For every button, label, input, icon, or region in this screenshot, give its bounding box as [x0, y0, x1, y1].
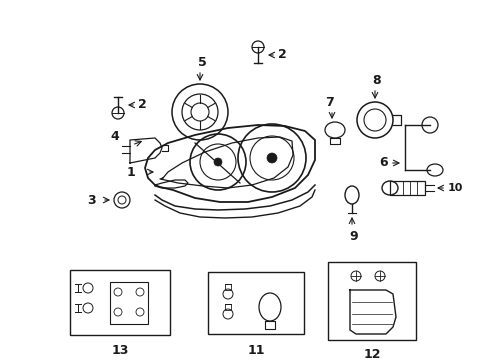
Text: 9: 9 [349, 230, 358, 243]
Text: 3: 3 [87, 194, 96, 207]
Circle shape [266, 153, 276, 163]
Text: 7: 7 [325, 95, 334, 108]
Text: 12: 12 [363, 347, 380, 360]
Bar [70, 270, 170, 335]
Circle shape [214, 158, 222, 166]
Text: 2: 2 [278, 49, 286, 62]
Text: 6: 6 [379, 157, 387, 170]
Text: 1: 1 [126, 166, 135, 179]
Bar [207, 272, 304, 334]
Text: 2: 2 [138, 99, 146, 112]
Text: 13: 13 [111, 343, 128, 356]
Text: 11: 11 [247, 343, 264, 356]
Text: 5: 5 [197, 55, 206, 68]
Bar [389, 181, 424, 195]
Bar [110, 282, 148, 324]
Text: 10: 10 [447, 183, 463, 193]
Bar [327, 262, 415, 340]
Text: 8: 8 [372, 73, 381, 86]
Text: 4: 4 [110, 130, 119, 143]
